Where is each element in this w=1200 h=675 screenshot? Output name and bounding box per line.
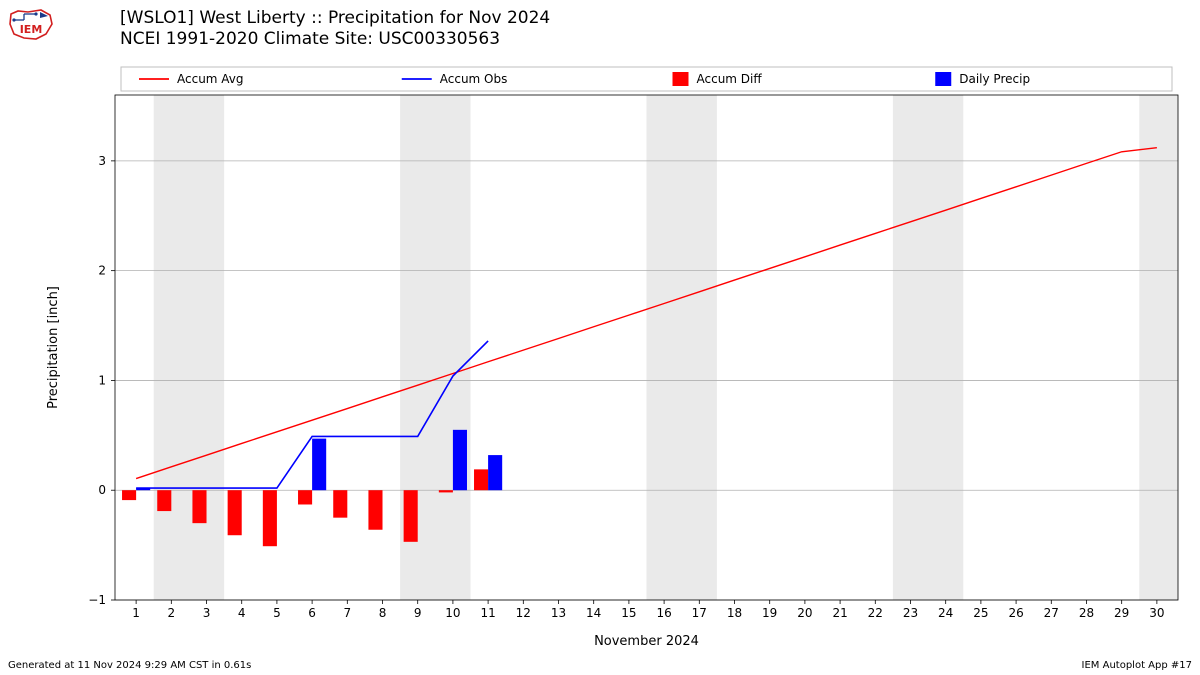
chart-title: [WSLO1] West Liberty :: Precipitation fo… bbox=[120, 8, 550, 51]
svg-text:5: 5 bbox=[273, 606, 281, 620]
svg-text:15: 15 bbox=[621, 606, 636, 620]
footer-app-id: IEM Autoplot App #17 bbox=[1082, 660, 1192, 671]
svg-text:24: 24 bbox=[938, 606, 953, 620]
svg-text:21: 21 bbox=[832, 606, 847, 620]
title-line-2: NCEI 1991-2020 Climate Site: USC00330563 bbox=[120, 29, 550, 50]
svg-text:11: 11 bbox=[480, 606, 495, 620]
svg-text:25: 25 bbox=[973, 606, 988, 620]
svg-text:14: 14 bbox=[586, 606, 601, 620]
svg-text:Daily Precip: Daily Precip bbox=[959, 72, 1030, 86]
svg-text:4: 4 bbox=[238, 606, 246, 620]
svg-text:7: 7 bbox=[343, 606, 351, 620]
svg-text:12: 12 bbox=[516, 606, 531, 620]
svg-text:2: 2 bbox=[98, 264, 106, 278]
svg-text:3: 3 bbox=[98, 154, 106, 168]
svg-text:10: 10 bbox=[445, 606, 460, 620]
svg-text:3: 3 bbox=[203, 606, 211, 620]
svg-text:30: 30 bbox=[1149, 606, 1164, 620]
svg-text:28: 28 bbox=[1079, 606, 1094, 620]
svg-text:9: 9 bbox=[414, 606, 422, 620]
svg-text:Precipitation [inch]: Precipitation [inch] bbox=[46, 286, 61, 409]
svg-text:22: 22 bbox=[868, 606, 883, 620]
svg-text:November 2024: November 2024 bbox=[594, 634, 699, 649]
svg-text:Accum Diff: Accum Diff bbox=[697, 72, 763, 86]
svg-text:0: 0 bbox=[98, 483, 106, 497]
svg-text:18: 18 bbox=[727, 606, 742, 620]
svg-text:Accum Obs: Accum Obs bbox=[440, 72, 508, 86]
svg-text:−1: −1 bbox=[88, 593, 106, 607]
precipitation-chart: 1234567891011121314151617181920212223242… bbox=[0, 55, 1200, 655]
svg-text:26: 26 bbox=[1008, 606, 1023, 620]
svg-text:1: 1 bbox=[132, 606, 140, 620]
svg-text:6: 6 bbox=[308, 606, 316, 620]
svg-text:16: 16 bbox=[656, 606, 671, 620]
svg-text:Accum Avg: Accum Avg bbox=[177, 72, 244, 86]
svg-text:19: 19 bbox=[762, 606, 777, 620]
svg-text:20: 20 bbox=[797, 606, 812, 620]
svg-text:2: 2 bbox=[167, 606, 175, 620]
svg-text:27: 27 bbox=[1044, 606, 1059, 620]
svg-text:IEM: IEM bbox=[20, 23, 43, 36]
svg-text:13: 13 bbox=[551, 606, 566, 620]
title-line-1: [WSLO1] West Liberty :: Precipitation fo… bbox=[120, 8, 550, 29]
footer-generated-at: Generated at 11 Nov 2024 9:29 AM CST in … bbox=[8, 660, 251, 671]
svg-text:23: 23 bbox=[903, 606, 918, 620]
svg-text:1: 1 bbox=[98, 373, 106, 387]
svg-text:29: 29 bbox=[1114, 606, 1129, 620]
iem-logo: IEM bbox=[6, 6, 56, 46]
svg-text:17: 17 bbox=[692, 606, 707, 620]
svg-text:8: 8 bbox=[379, 606, 387, 620]
